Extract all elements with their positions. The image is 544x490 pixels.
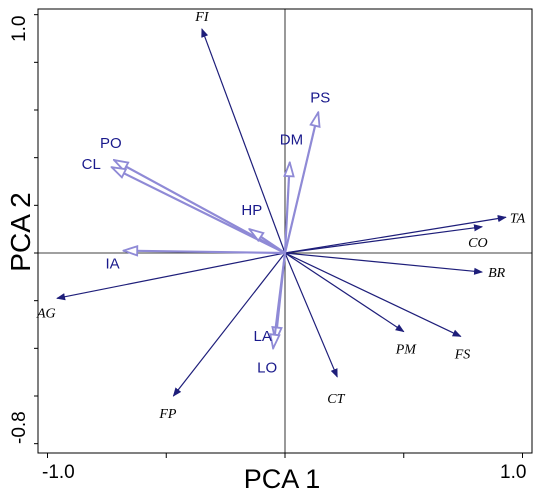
- environment-arrow-lo: [273, 252, 287, 348]
- species-arrow-ta: [284, 214, 507, 254]
- environment-label-dm: DM: [280, 131, 303, 148]
- x-tick-label-max: 1.0: [500, 462, 526, 483]
- environment-label-ps: PS: [310, 89, 330, 106]
- environment-label-la: LA: [254, 328, 272, 345]
- y-tick-label-max: 1.0: [9, 16, 30, 42]
- species-label-ct: CT: [327, 392, 345, 407]
- x-tick-label-min: -1.0: [42, 462, 75, 483]
- environment-arrows: [112, 112, 319, 348]
- environment-label-cl: CL: [82, 156, 101, 173]
- environment-arrow-dm: [285, 162, 290, 254]
- species-label-fp: FP: [158, 407, 177, 422]
- y-tick-label-min: -0.8: [9, 411, 30, 444]
- species-arrow-ag: [56, 252, 286, 301]
- species-label-ta: TA: [510, 211, 526, 226]
- species-label-fs: FS: [454, 347, 471, 362]
- environment-label-ia: IA: [106, 256, 120, 273]
- species-arrow-fs: [284, 252, 462, 337]
- x-axis-ticks: [47, 453, 523, 458]
- species-arrow-fp: [172, 252, 286, 397]
- species-label-co: CO: [468, 236, 487, 251]
- environment-arrow-hp: [249, 229, 286, 254]
- species-label-fi: FI: [194, 10, 210, 25]
- y-axis-ticks: [34, 14, 38, 445]
- species-arrow-co: [284, 224, 484, 254]
- species-label-ag: AG: [36, 306, 56, 321]
- environment-label-po: PO: [100, 135, 122, 152]
- y-axis-title: PCA 2: [5, 192, 36, 271]
- species-arrow-br: [284, 252, 484, 275]
- x-axis-title: PCA 1: [244, 464, 321, 490]
- environment-label-hp: HP: [241, 202, 262, 219]
- species-arrow-ct: [284, 252, 338, 378]
- environment-arrow-ia: [124, 251, 286, 253]
- environment-label-lo: LO: [257, 359, 277, 376]
- species-arrows: [56, 28, 507, 397]
- species-arrow-fi: [201, 28, 286, 254]
- species-label-br: BR: [488, 266, 506, 281]
- species-label-pm: PM: [395, 343, 418, 358]
- environment-arrow-ps: [283, 112, 318, 254]
- species-arrow-pm: [284, 252, 405, 333]
